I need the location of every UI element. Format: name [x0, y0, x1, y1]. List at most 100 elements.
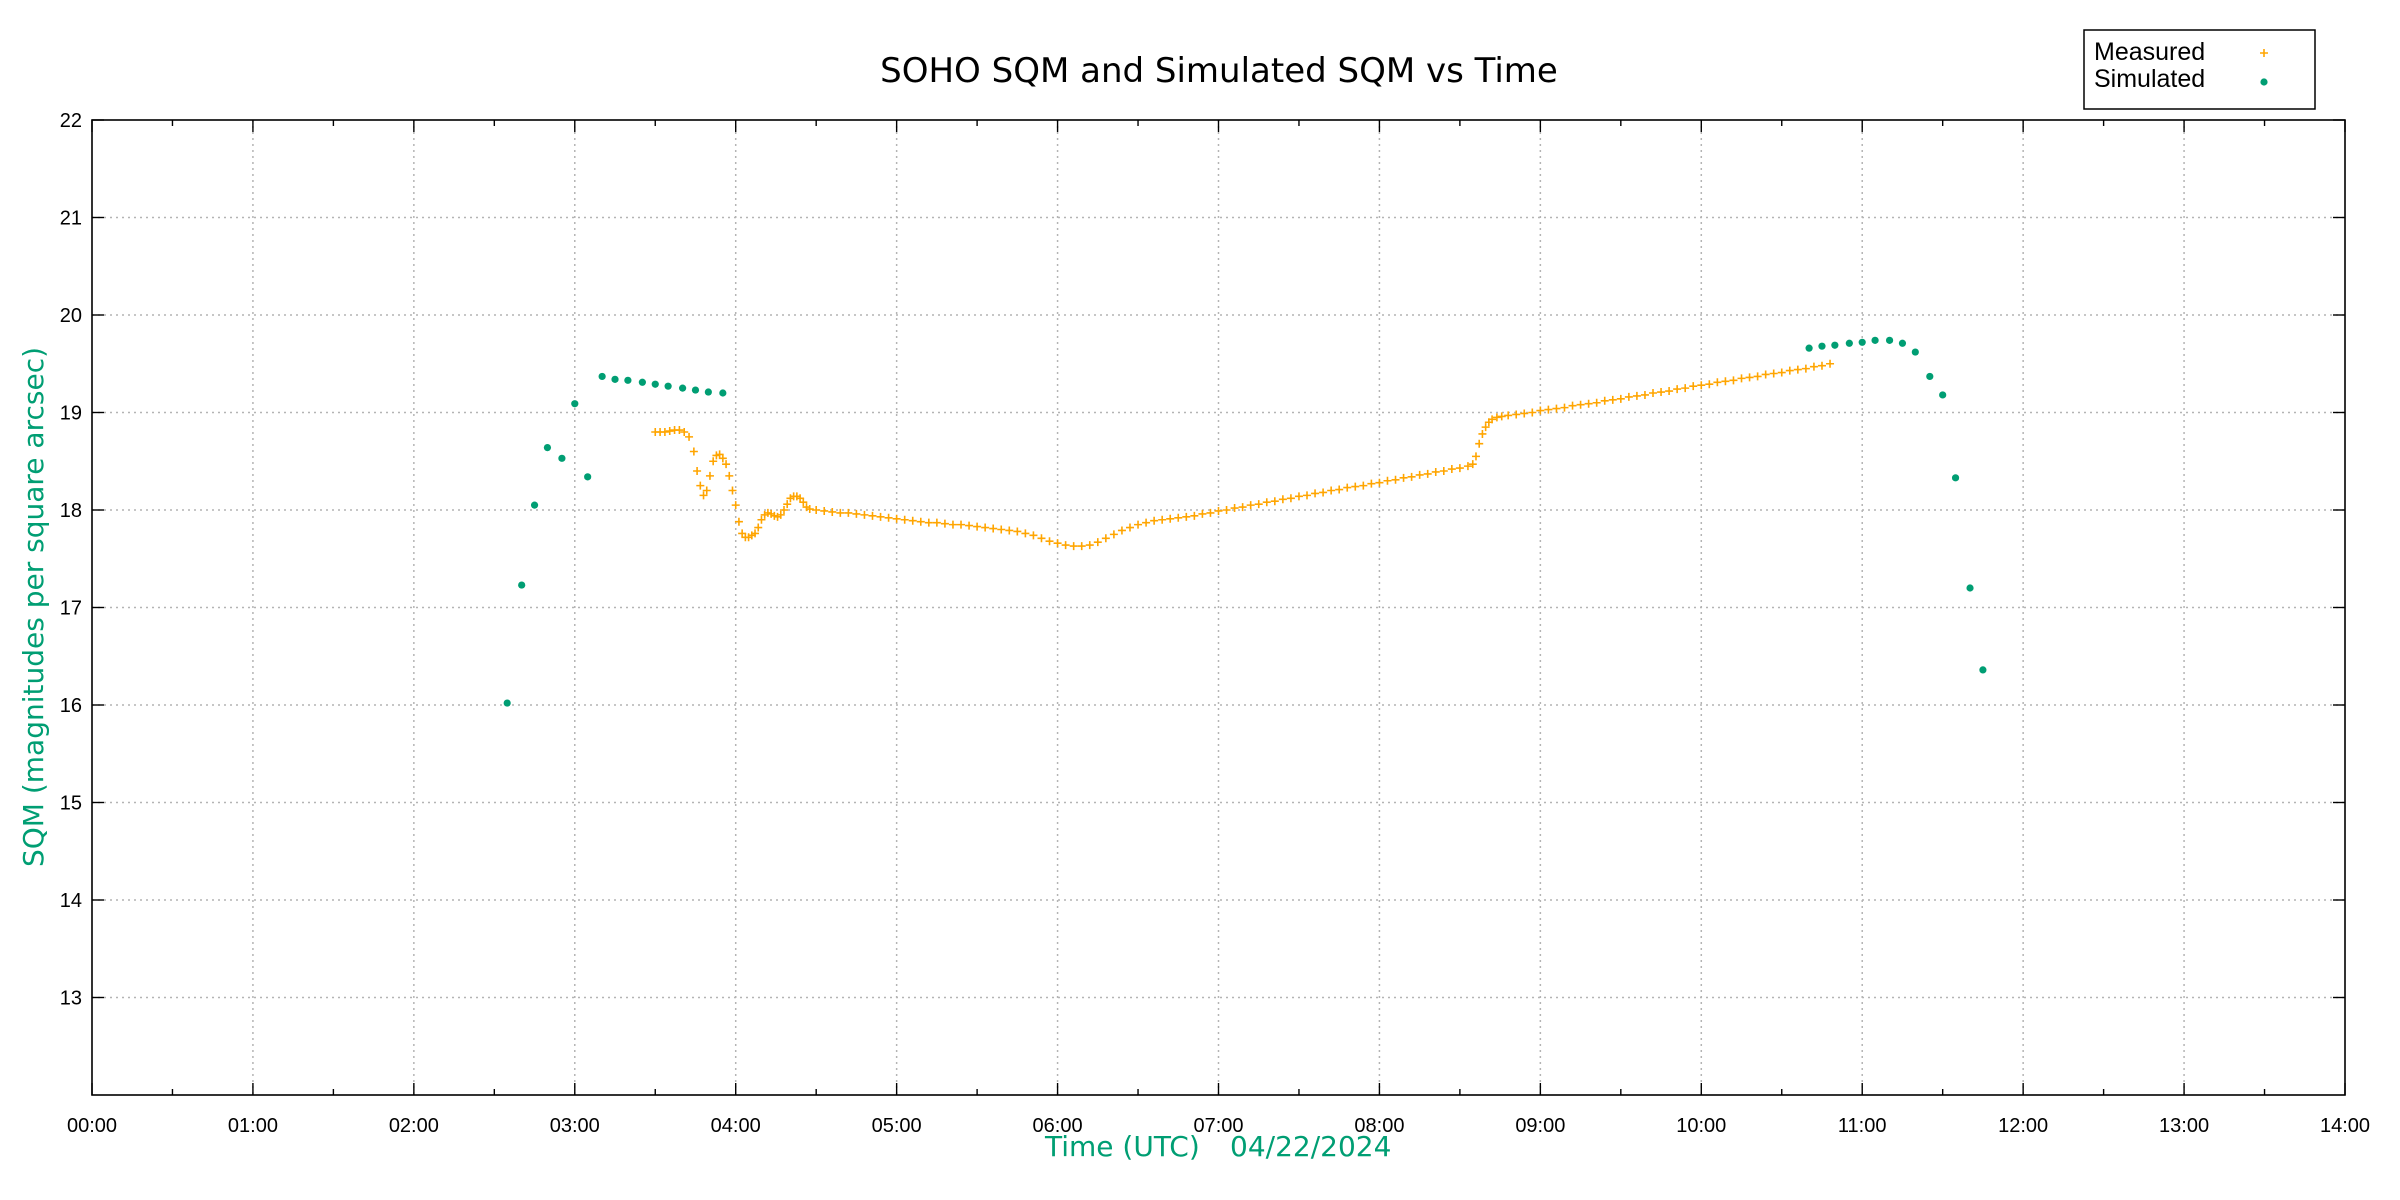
measured-point: [1761, 370, 1770, 379]
measured-point: [1093, 538, 1102, 547]
simulated-point: [518, 581, 526, 589]
measured-point: [722, 460, 731, 469]
measured-point: [1785, 366, 1794, 375]
measured-point: [1383, 476, 1392, 485]
measured-point: [1262, 498, 1271, 507]
measured-point: [1481, 423, 1490, 432]
measured-point: [1809, 362, 1818, 371]
simulated-point: [691, 386, 700, 394]
measured-point: [1681, 384, 1690, 393]
simulated-point: [611, 375, 619, 383]
measured-point: [1471, 452, 1480, 461]
measured-point: [665, 427, 674, 436]
measured-point: [1230, 504, 1239, 513]
measured-point: [1311, 489, 1320, 498]
measured-point: [734, 517, 743, 526]
measured-point: [1673, 385, 1682, 394]
measured-point: [1608, 395, 1617, 404]
measured-point: [1753, 372, 1762, 381]
measured-point: [1560, 403, 1569, 412]
measured-point: [1632, 391, 1641, 400]
measured-point: [1504, 411, 1513, 420]
y-tick-label: 16: [60, 695, 82, 717]
simulated-point: [1831, 341, 1839, 349]
measured-point: [757, 515, 766, 524]
measured-point: [728, 486, 737, 495]
y-tick-label: 13: [60, 988, 82, 1010]
x-tick-label: 12:00: [1998, 1115, 2048, 1137]
measured-point: [1286, 494, 1295, 503]
measured-point: [1117, 526, 1126, 535]
measured-point: [1190, 511, 1199, 520]
measured-point: [1222, 506, 1231, 514]
simulated-point: [1979, 666, 1987, 674]
measured-point: [989, 524, 998, 533]
simulated-point: [598, 372, 606, 381]
simulated-point: [571, 400, 579, 408]
measured-point: [1697, 381, 1706, 390]
simulated-point: [1885, 336, 1894, 344]
measured-point: [1246, 501, 1255, 510]
y-tick-label: 21: [60, 208, 82, 230]
measured-point: [900, 515, 909, 524]
measured-point: [1801, 364, 1810, 373]
x-tick-label: 11:00: [1838, 1115, 1887, 1137]
measured-point: [779, 506, 788, 514]
legend: Measured Simulated: [2083, 29, 2316, 110]
measured-point: [799, 498, 808, 507]
x-tick-label: 02:00: [389, 1115, 439, 1137]
measured-point: [997, 525, 1006, 534]
measured-point: [1278, 495, 1287, 504]
measured-point: [1005, 526, 1014, 535]
x-tick-label: 09:00: [1515, 1115, 1565, 1137]
measured-point: [754, 523, 763, 532]
measured-point: [852, 509, 861, 518]
measured-point: [1447, 465, 1456, 474]
simulated-point: [651, 380, 659, 388]
simulated-point: [1845, 339, 1853, 347]
simulated-point: [1871, 336, 1879, 344]
measured-point: [1375, 478, 1384, 487]
measured-point: [1423, 469, 1432, 478]
simulated-point: [704, 388, 712, 396]
measured-series: [651, 359, 1835, 551]
legend-marker-measured: [2260, 49, 2268, 57]
y-tick-label: 19: [60, 403, 82, 425]
measured-point: [1407, 472, 1416, 481]
simulated-point: [624, 376, 632, 384]
x-tick-label: 06:00: [1033, 1115, 1083, 1137]
measured-point: [1512, 410, 1521, 419]
measured-point: [1492, 413, 1501, 422]
x-tick-label: 14:00: [2320, 1115, 2370, 1137]
simulated-point: [719, 389, 727, 397]
measured-point: [1475, 439, 1484, 448]
measured-point: [1142, 518, 1151, 527]
measured-point: [1270, 497, 1279, 506]
measured-point: [1478, 429, 1487, 438]
measured-point: [1101, 534, 1110, 543]
measured-point: [1826, 359, 1835, 368]
measured-point: [718, 454, 727, 463]
measured-point: [1077, 542, 1086, 551]
measured-point: [1294, 492, 1303, 501]
measured-point: [1649, 389, 1658, 397]
measured-point: [1769, 369, 1778, 378]
y-tick-label: 22: [60, 110, 82, 132]
measured-point: [1182, 512, 1191, 521]
measured-point: [696, 481, 705, 490]
measured-point: [884, 513, 893, 522]
measured-point: [1351, 482, 1360, 491]
measured-point: [689, 447, 698, 456]
measured-point: [805, 505, 814, 514]
measured-point: [1158, 515, 1167, 524]
measured-point: [1520, 409, 1529, 418]
measured-point: [932, 518, 941, 527]
measured-point: [981, 523, 990, 532]
measured-point: [1238, 503, 1247, 512]
measured-point: [751, 529, 760, 538]
measured-point: [1053, 539, 1062, 548]
measured-point: [1552, 404, 1561, 413]
y-tick-label: 15: [60, 793, 82, 815]
x-tick-label: 10:00: [1676, 1115, 1726, 1137]
simulated-point: [1898, 339, 1907, 347]
